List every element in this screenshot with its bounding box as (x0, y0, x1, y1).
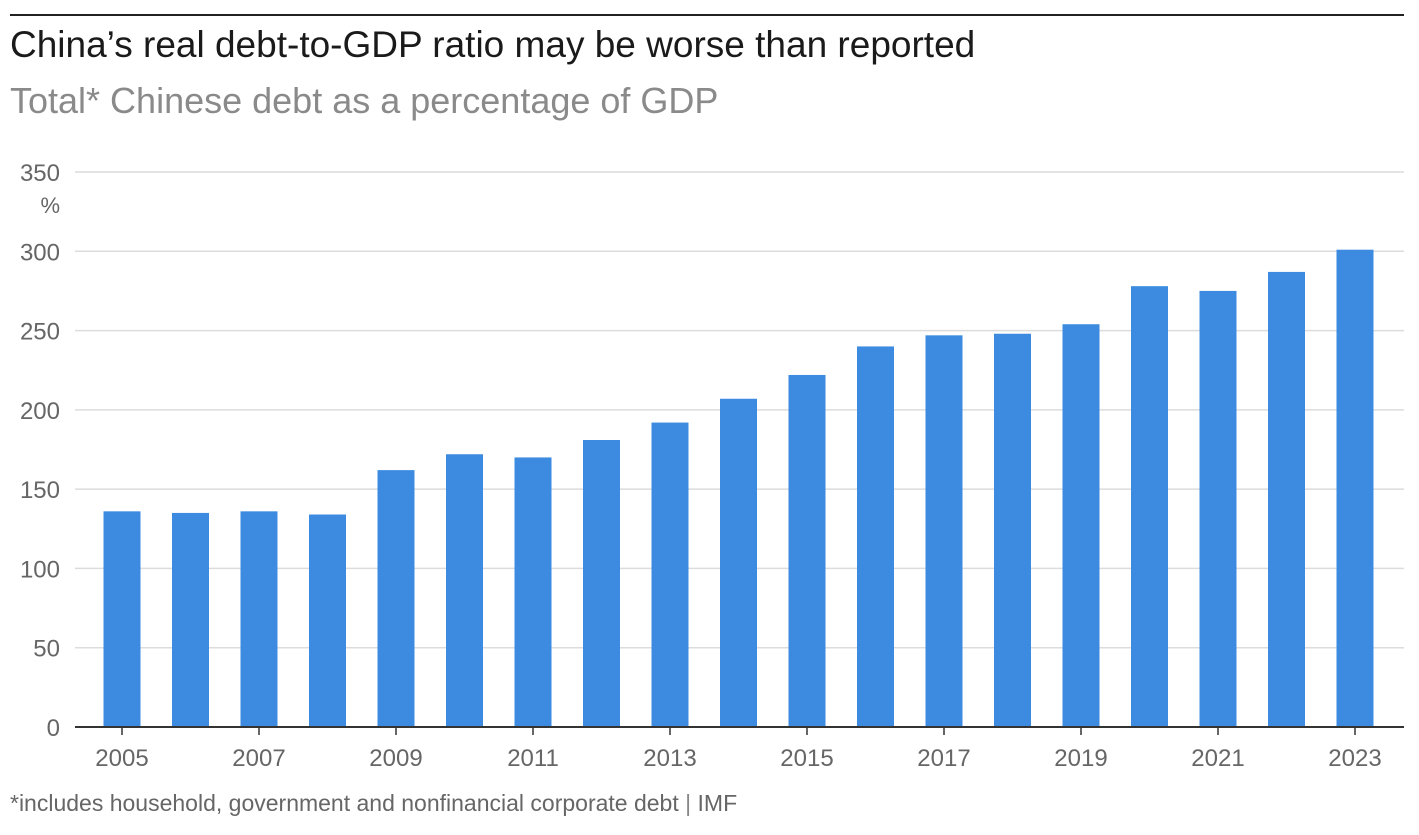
y-tick-label: 200 (20, 398, 60, 425)
y-tick-label: 150 (20, 477, 60, 504)
x-tick-label: 2015 (780, 745, 833, 772)
bar (857, 346, 894, 727)
source-text: IMF (697, 790, 738, 816)
bar (788, 374, 826, 727)
bar (1336, 249, 1374, 727)
x-tick-label: 2007 (232, 745, 285, 772)
bar (1062, 324, 1100, 727)
bar (651, 422, 689, 727)
bar (514, 457, 552, 727)
bar (994, 333, 1031, 727)
bar (446, 454, 483, 727)
top-rule (10, 14, 1404, 16)
bar (309, 514, 346, 727)
x-tick-label: 2019 (1054, 745, 1107, 772)
bar (925, 335, 963, 727)
y-tick-label: 350 (20, 160, 60, 187)
bar (1199, 290, 1237, 727)
x-tick-label: 2005 (95, 745, 148, 772)
x-tick-label: 2017 (917, 745, 970, 772)
chart-title: China’s real debt-to-GDP ratio may be wo… (10, 24, 976, 65)
bar (1268, 271, 1305, 727)
y-tick-label: 0 (47, 715, 60, 742)
footnote-separator: | (685, 790, 692, 816)
x-tick-label: 2021 (1191, 745, 1244, 772)
bar (583, 439, 620, 727)
bar (240, 511, 278, 727)
x-tick-label: 2011 (507, 745, 559, 772)
chart-subtitle: Total* Chinese debt as a percentage of G… (10, 80, 719, 121)
footnote: *includes household, government and nonf… (10, 790, 737, 817)
bar-chart: 0 50 100 150 200 250 300 350% 2005 2007 2009 2011 20… (20, 160, 1404, 772)
bar (103, 511, 141, 727)
footnote-text: *includes household, government and nonf… (10, 790, 679, 816)
x-tick-label: 2023 (1328, 745, 1381, 772)
y-tick-label: 300 (20, 239, 60, 266)
bar (1131, 286, 1168, 727)
bar (172, 512, 209, 727)
x-tick-label: 2013 (643, 745, 696, 772)
y-tick-label: 50 (33, 636, 60, 663)
y-tick-label: 100 (20, 556, 60, 583)
y-unit-label: % (40, 193, 60, 218)
bar (377, 470, 415, 727)
x-tick-label: 2009 (369, 745, 422, 772)
bar (720, 398, 757, 727)
y-tick-label: 250 (20, 319, 60, 346)
